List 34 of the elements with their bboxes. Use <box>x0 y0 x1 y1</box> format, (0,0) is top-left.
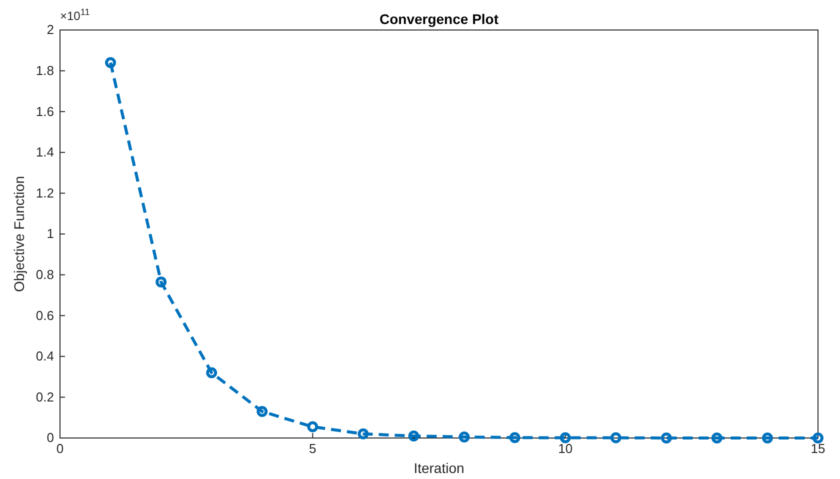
y-tick-label: 2 <box>46 22 54 38</box>
point <box>660 432 672 444</box>
y-tick-label: 1.8 <box>36 62 54 78</box>
x-tick-label: 15 <box>810 441 826 456</box>
point <box>812 432 824 444</box>
x-tick-label: 10 <box>558 441 573 456</box>
point <box>307 421 318 432</box>
point <box>509 432 520 444</box>
text: ×10$^{11}$ <box>60 7 90 23</box>
point <box>711 432 722 444</box>
y-tick-label: 0 <box>46 430 54 446</box>
y-axis-title: Objective Function <box>11 176 27 292</box>
point <box>206 367 218 378</box>
point <box>105 57 116 68</box>
y-tick-label: 1.2 <box>36 185 54 200</box>
y-tick-label: 0.8 <box>36 266 54 282</box>
x-axis-title: Iteration <box>414 460 464 476</box>
point <box>610 432 622 444</box>
chart-title: Convergence Plot <box>379 11 499 27</box>
y-tick-label: 0.4 <box>36 348 54 364</box>
point <box>358 428 369 440</box>
y-tick-label: 1 <box>46 226 54 242</box>
point <box>408 430 420 442</box>
point <box>762 432 773 444</box>
point <box>560 432 571 444</box>
point <box>458 432 470 442</box>
y-tick-label: 0.6 <box>36 308 54 323</box>
y-tick-label: 0.2 <box>36 389 54 404</box>
x-tick-label: 0 <box>56 441 64 456</box>
x-tick-label: 5 <box>309 441 316 456</box>
point <box>156 276 167 288</box>
y-tick-label: 1.6 <box>36 104 54 119</box>
y-tick-label: 1.4 <box>36 144 54 160</box>
point <box>256 406 268 417</box>
